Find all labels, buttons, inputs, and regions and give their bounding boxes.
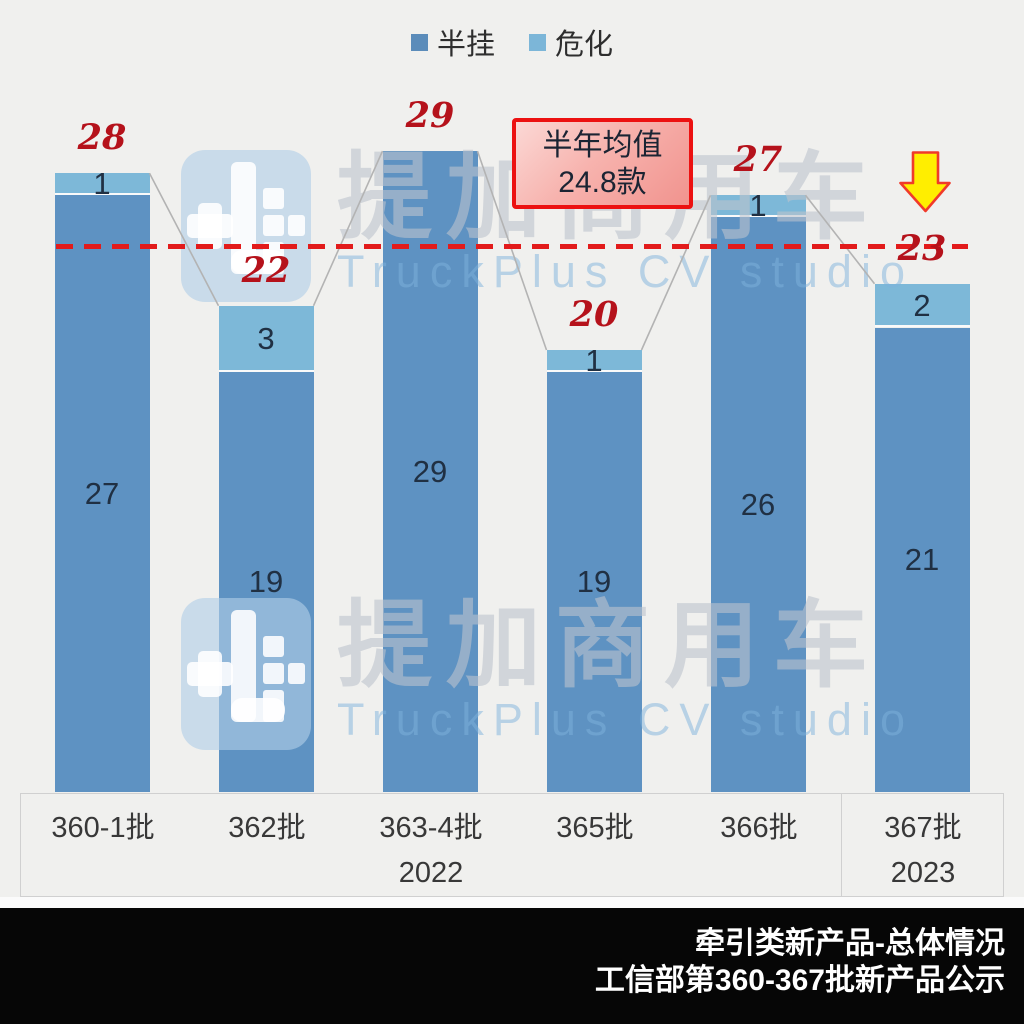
hazmat-value-label: 1 [585,343,603,379]
category-label: 363-4批 [379,812,483,844]
bar-segment-hazmat [710,195,806,217]
total-value-label: 20 [569,294,619,335]
total-value-label: 23 [897,227,947,269]
legend: 半挂 危化 [0,21,1024,63]
legend-label-semitrailer: 半挂 [436,29,495,61]
bar-segment-hazmat [218,305,314,372]
category-axis: 360-1批 362批 363-4批 365批 366批 367批 2022 2023 [20,793,1004,897]
semitrailer-value-label: 27 [84,475,120,511]
bar-segment-semitrailer [874,327,970,792]
semitrailer-value-label: 21 [904,541,940,577]
total-value-label: 27 [733,139,783,181]
bar-segment-hazmat [874,283,970,328]
total-value-label: 22 [241,249,291,291]
footer-bar: 牵引类新产品-总体情况 工信部第360-367批新产品公示 [0,908,1024,1024]
footer-subtitle: 工信部第360-367批新产品公示 [594,964,1005,997]
bar-segment-semitrailer [54,195,150,792]
down-arrow-icon [899,151,951,213]
category-label: 367批 [884,812,962,844]
mean-annotation-box: 半年均值 24.8款 [512,118,693,209]
total-value-label: 29 [405,95,455,137]
semitrailer-value-label: 19 [248,564,284,600]
category-label: 360-1批 [51,812,155,844]
hazmat-value-label: 3 [257,320,275,356]
semitrailer-value-label: 29 [412,453,448,489]
legend-swatch-semitrailer [410,33,428,51]
footer-title: 牵引类新产品-总体情况 [695,927,1005,960]
legend-label-hazmat: 危化 [555,29,614,61]
hazmat-value-label: 1 [93,166,111,202]
bar-segment-semitrailer [546,372,642,792]
category-label: 365批 [556,812,634,844]
year-group-label: 2022 [398,856,464,889]
category-label: 362批 [228,812,306,844]
bar-segment-hazmat [546,350,642,372]
axis-group-divider [841,794,842,896]
legend-item-hazmat: 危化 [529,21,613,63]
bar-segment-semitrailer [710,217,806,792]
total-value-label: 28 [77,117,127,159]
year-group-label: 2023 [890,856,956,889]
legend-item-semitrailer: 半挂 [410,21,495,63]
bar-segment-semitrailer [382,151,478,792]
legend-swatch-hazmat [529,33,546,51]
hazmat-value-label: 1 [749,188,767,224]
semitrailer-value-label: 19 [576,564,612,600]
bar-segment-hazmat [54,173,150,195]
hazmat-value-label: 2 [913,287,931,323]
bottom-strip [0,897,1024,908]
annotation-title: 半年均值 [542,128,663,162]
category-label: 366批 [720,812,798,844]
semitrailer-value-label: 26 [740,486,776,522]
annotation-value: 24.8款 [558,165,647,199]
